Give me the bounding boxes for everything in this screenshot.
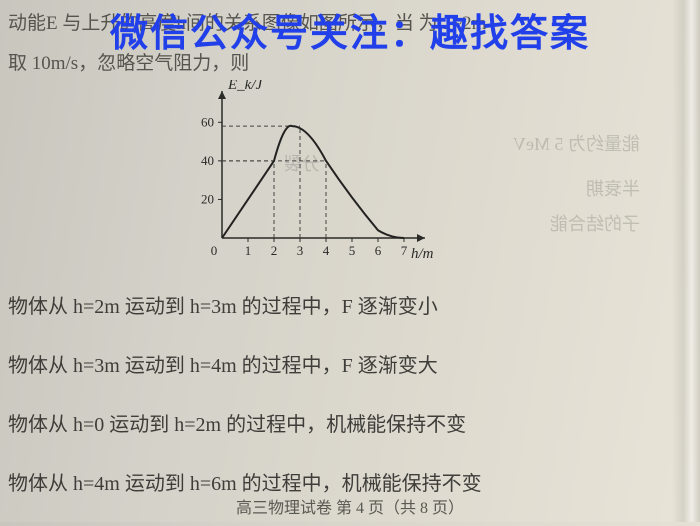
ghost-text-4: 分裂 (284, 150, 320, 176)
option-a: 物体从 h=2m 运动到 h=3m 的过程中，F 逐渐变小 (8, 290, 700, 319)
option-d: 物体从 h=4m 运动到 h=6m 的过程中，机械能保持不变 (8, 467, 700, 496)
ghost-text-3: 子的结合能 (550, 210, 640, 236)
ghost-text-1: 能量约为 5 MeV (513, 130, 640, 156)
page-curl (672, 0, 700, 522)
svg-text:20: 20 (201, 191, 214, 206)
option-c: 物体从 h=0 运动到 h=2m 的过程中，机械能保持不变 (8, 408, 700, 437)
svg-text:2: 2 (271, 243, 278, 258)
watermark-text: 微信公众号关注：趣找答案 (0, 2, 700, 57)
ghost-text-2: 半衰期 (586, 175, 640, 201)
svg-text:40: 40 (201, 153, 214, 168)
svg-text:3: 3 (297, 243, 304, 258)
svg-text:6: 6 (375, 243, 382, 258)
svg-text:4: 4 (323, 243, 330, 258)
svg-text:0: 0 (211, 243, 218, 258)
svg-text:60: 60 (201, 114, 214, 129)
svg-text:E_k/J: E_k/J (227, 80, 263, 93)
page-footer: 高三物理试卷 第 4 页（共 8 页） (0, 494, 700, 518)
svg-text:h/m: h/m (411, 246, 434, 262)
svg-text:1: 1 (245, 243, 252, 258)
svg-text:5: 5 (349, 243, 356, 258)
svg-text:7: 7 (401, 243, 408, 258)
options-block: 物体从 h=2m 运动到 h=3m 的过程中，F 逐渐变小 物体从 h=3m 运… (8, 290, 700, 526)
option-b: 物体从 h=3m 运动到 h=4m 的过程中，F 逐渐变大 (8, 349, 700, 378)
